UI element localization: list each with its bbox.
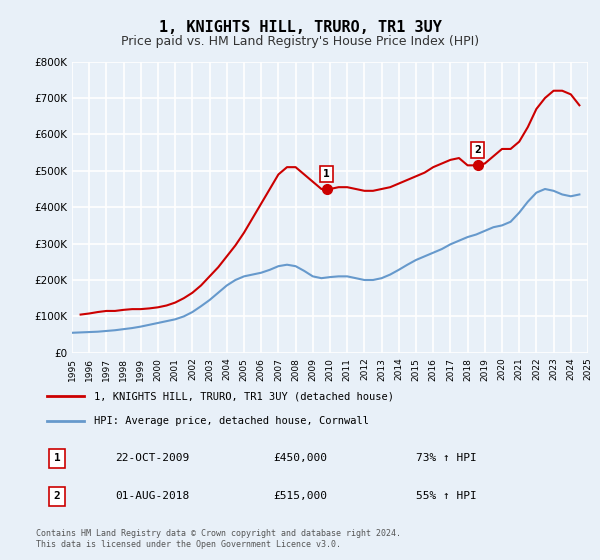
Text: 1: 1: [54, 454, 61, 464]
Text: 55% ↑ HPI: 55% ↑ HPI: [416, 491, 477, 501]
Text: Contains HM Land Registry data © Crown copyright and database right 2024.
This d: Contains HM Land Registry data © Crown c…: [36, 529, 401, 549]
Text: 2: 2: [474, 145, 481, 155]
Text: 1, KNIGHTS HILL, TRURO, TR1 3UY: 1, KNIGHTS HILL, TRURO, TR1 3UY: [158, 20, 442, 35]
Text: 1, KNIGHTS HILL, TRURO, TR1 3UY (detached house): 1, KNIGHTS HILL, TRURO, TR1 3UY (detache…: [94, 391, 394, 402]
Text: 73% ↑ HPI: 73% ↑ HPI: [416, 454, 477, 464]
Text: HPI: Average price, detached house, Cornwall: HPI: Average price, detached house, Corn…: [94, 416, 369, 426]
Text: 2: 2: [54, 491, 61, 501]
Text: £515,000: £515,000: [274, 491, 328, 501]
Text: £450,000: £450,000: [274, 454, 328, 464]
Text: Price paid vs. HM Land Registry's House Price Index (HPI): Price paid vs. HM Land Registry's House …: [121, 35, 479, 48]
Text: 01-AUG-2018: 01-AUG-2018: [115, 491, 190, 501]
Text: 22-OCT-2009: 22-OCT-2009: [115, 454, 190, 464]
Text: 1: 1: [323, 169, 330, 179]
